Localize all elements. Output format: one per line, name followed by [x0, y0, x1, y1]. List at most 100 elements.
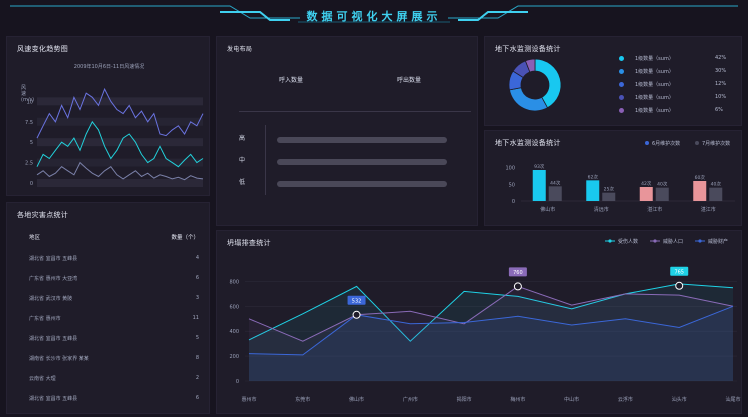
- groundwater-pie-panel: 地下水监测设备统计 1级数量（sum） 42% 1级数量（sum） 30% 1级数量（s…: [484, 36, 742, 126]
- row-region: 湖北省 宜昌市 五峰县: [29, 336, 78, 342]
- legend-swatch: [619, 56, 624, 61]
- inc-category-label: 东莞市: [295, 396, 310, 403]
- incidents-line-chart: 800 600 400 200 0 惠州市 东莞市 佛山市 广州市 揭阳市 梅州市 中山市 云浮市 汕头市…: [229, 238, 740, 403]
- header: 数据可视化大屏展示: [0, 0, 748, 32]
- table-row: 湖北省 宜昌市 五峰县 5: [29, 335, 199, 342]
- table-row: 湖北省 武汉市 黄陂 3: [29, 295, 199, 302]
- wind-speed-panel: 风速变化趋势图 2009年10月6日-11日风速情况 风速(m/s) 10 7.5…: [6, 36, 210, 196]
- tooltip-label: 765: [674, 269, 684, 275]
- incidents-panel: 坍塌排查统计 800 600 400 200 0 惠州市 东莞市 佛山市 广州市 揭阳市 梅州市 中山…: [216, 230, 742, 414]
- bar-july: [709, 187, 723, 201]
- power-bar-mid: [277, 159, 447, 165]
- disaster-title: 各地灾害点统计: [17, 211, 69, 219]
- groundwater-title: 地下水监测设备统计: [495, 45, 561, 53]
- inc-category-label: 揭阳市: [457, 396, 472, 403]
- legend-label: 1级数量（sum）: [635, 56, 674, 62]
- bar-category-label: 佛山市: [540, 206, 555, 213]
- bar-july: [548, 186, 562, 201]
- wind-band: [37, 179, 203, 187]
- legend-swatch: [619, 108, 624, 113]
- bar-category-label: 清远市: [594, 206, 609, 213]
- legend-june-swatch: [645, 141, 649, 145]
- wind-ytick: 7.5: [25, 120, 33, 126]
- power-row-label-high: 高: [239, 135, 246, 142]
- wind-series-line: [36, 120, 204, 168]
- table-row: 湖南省 长沙市 张家界 某某 8: [29, 355, 199, 362]
- row-count: 3: [195, 295, 199, 301]
- page-title: 数据可视化大屏展示: [306, 10, 442, 23]
- row-region: 湖南省 长沙市 张家界 某某: [29, 356, 89, 362]
- power-bar-high: [277, 137, 447, 143]
- tooltip-box: [508, 267, 527, 277]
- inc-ytick: 400: [229, 329, 239, 335]
- inc-category-label: 汕尾市: [725, 396, 740, 403]
- inc-legend-label: 威胁人口: [663, 238, 683, 245]
- wind-series-line: [36, 161, 204, 181]
- bar-category-label: 湛江市: [647, 206, 662, 213]
- bar-june: [693, 181, 707, 201]
- row-region: 湖北省 宜昌市 五峰县: [29, 256, 78, 262]
- devices-title: 地下水监测设备统计: [495, 139, 561, 147]
- wind-ytick: 5: [30, 140, 33, 146]
- inc-series-line: [248, 283, 734, 342]
- wind-ytick: 2.5: [25, 161, 33, 167]
- inc-category-label: 惠州市: [241, 396, 256, 403]
- table-row: 广东省 惠州市 11: [29, 315, 199, 322]
- bar-ytick: 0: [512, 199, 515, 205]
- bar-category-label: 湛江市: [701, 206, 716, 213]
- inc-ytick: 600: [229, 304, 239, 310]
- power-row-label-low: 低: [239, 179, 246, 186]
- bar-ytick: 100: [505, 166, 515, 172]
- inc-ytick: 800: [229, 279, 239, 285]
- legend-label: 1级数量（sum）: [635, 82, 674, 88]
- row-count: 6: [195, 275, 199, 281]
- row-count: 11: [192, 315, 199, 321]
- row-count: 4: [195, 255, 199, 261]
- legend-label: 1级数量（sum）: [635, 69, 674, 75]
- inc-series-line: [248, 285, 734, 342]
- legend-july-swatch: [695, 141, 699, 145]
- tooltip-marker: [513, 282, 522, 291]
- bar-june: [586, 180, 600, 201]
- wind-band: [37, 158, 203, 167]
- row-region: 湖北省 宜昌市 五峰县: [29, 396, 78, 402]
- bar-july: [602, 192, 616, 201]
- tooltip-box: [670, 266, 689, 276]
- donut-slice: [534, 58, 562, 109]
- header-count: 数量（个）: [171, 235, 199, 241]
- legend-percent: 42%: [715, 55, 727, 61]
- donut-slice: [508, 87, 549, 112]
- legend-percent: 10%: [715, 94, 727, 100]
- inc-category-label: 佛山市: [349, 396, 364, 403]
- bar-ytick: 50: [509, 182, 515, 188]
- wind-subtitle: 2009年10月6日-11日风速情况: [73, 64, 145, 70]
- inc-category-label: 广州市: [403, 396, 418, 403]
- bar-june: [532, 170, 546, 201]
- wind-chart: 10 7.5 5 2.5 0: [25, 87, 204, 187]
- power-bar-low: [277, 181, 447, 187]
- inc-ytick: 200: [229, 354, 239, 360]
- tooltip-box: [347, 295, 366, 305]
- wind-ytick: 0: [30, 181, 33, 187]
- row-region: 广东省 惠州市: [29, 316, 61, 322]
- power-panel: 发电布局 呼入数量 呼出数量 高 中 低: [216, 36, 478, 226]
- inc-category-label: 梅州市: [510, 396, 525, 403]
- legend-label: 1级数量（sum）: [635, 108, 674, 114]
- row-count: 8: [195, 355, 199, 361]
- bar-july-label: 25次: [604, 186, 615, 193]
- header-region: 地区: [29, 235, 41, 241]
- inc-series-area: [249, 286, 733, 381]
- inc-series-area: [249, 306, 733, 381]
- donut-slice: [524, 58, 536, 73]
- inc-category-label: 云浮市: [618, 396, 633, 403]
- table-row: 云南省 大理 2: [29, 375, 199, 382]
- tooltip-label: 532: [352, 298, 362, 304]
- power-row-label-mid: 中: [239, 157, 246, 164]
- legend-percent: 6%: [715, 107, 723, 113]
- bar-june-label: 42次: [641, 180, 652, 187]
- inc-legend-dot: [608, 239, 612, 243]
- tooltip-marker: [675, 281, 684, 290]
- inc-legend-dot: [698, 239, 702, 243]
- incidents-title: 坍塌排查统计: [227, 239, 271, 247]
